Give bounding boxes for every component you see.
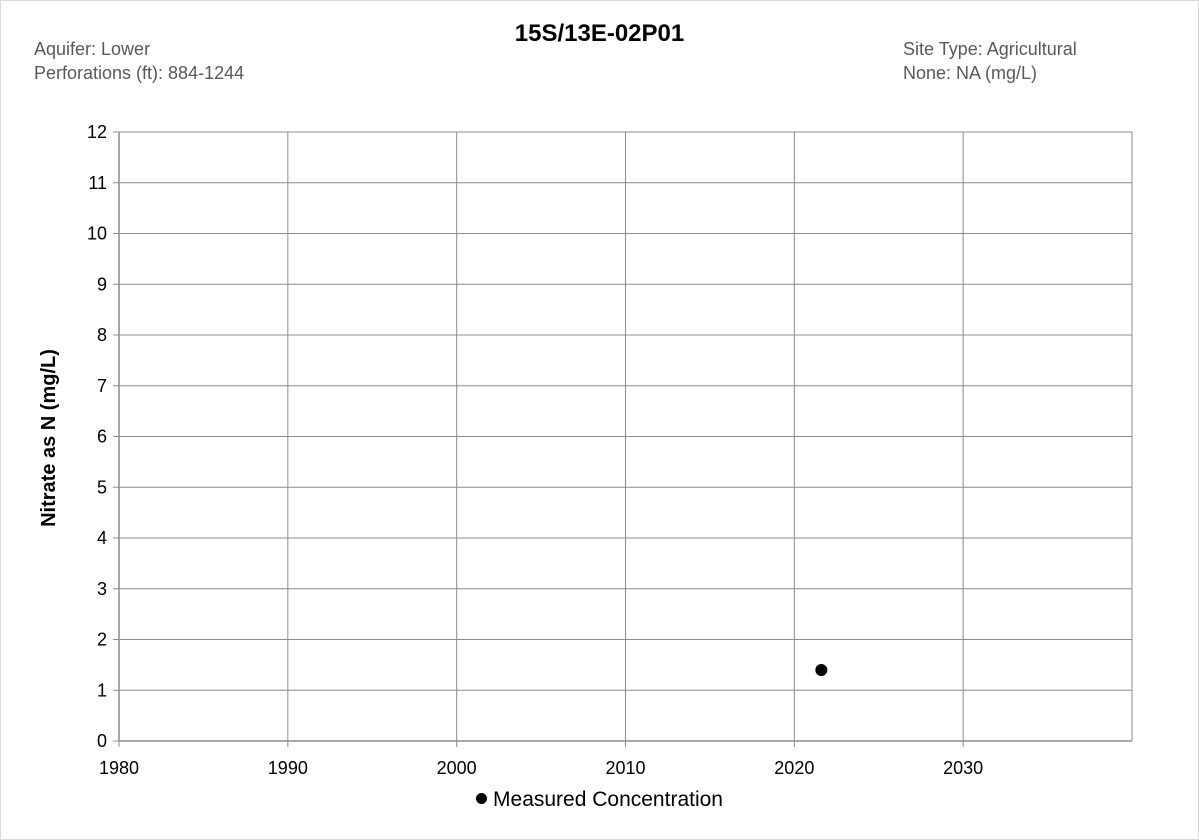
- x-tick-label: 2020: [774, 758, 814, 778]
- legend-marker: [476, 793, 488, 804]
- y-tick-label: 11: [88, 173, 107, 193]
- y-tick-label: 8: [97, 325, 107, 345]
- site-type-label: Site Type: Agricultural: [903, 39, 1077, 59]
- data-point: [815, 663, 828, 676]
- data-points: [815, 663, 828, 676]
- y-tick-label: 10: [87, 224, 107, 244]
- aquifer-label: Aquifer: Lower: [34, 39, 151, 59]
- y-tick-label: 3: [97, 579, 107, 599]
- legend-label: Measured Concentration: [493, 788, 723, 811]
- x-tick-label: 2030: [943, 758, 983, 778]
- x-tick-label: 2000: [437, 758, 477, 778]
- x-tick-labels: 1980 1990 2000 2010 2020 2030: [99, 758, 983, 778]
- y-tick-label: 1: [97, 680, 107, 700]
- legend: Measured Concentration: [0, 788, 1199, 812]
- x-tick-label: 1980: [99, 758, 139, 778]
- y-tick-label: 12: [87, 122, 107, 142]
- grid-lines: [119, 131, 1133, 741]
- axes: [113, 131, 1132, 747]
- x-tick-label: 2010: [605, 758, 645, 778]
- x-tick-label: 1990: [268, 758, 308, 778]
- y-tick-label: 5: [97, 477, 107, 497]
- y-tick-label: 2: [97, 630, 107, 650]
- y-tick-label: 4: [97, 528, 107, 548]
- chart-title: 15S/13E-02P01: [514, 20, 685, 47]
- none-label: None: NA (mg/L): [903, 63, 1038, 83]
- y-tick-label: 7: [97, 376, 107, 396]
- y-tick-label: 0: [97, 731, 107, 751]
- y-axis-label: Nitrate as N (mg/L): [38, 349, 60, 527]
- perforations-label: Perforations (ft): 884-1244: [34, 63, 245, 83]
- y-tick-label: 9: [97, 274, 107, 294]
- y-tick-label: 6: [97, 427, 107, 447]
